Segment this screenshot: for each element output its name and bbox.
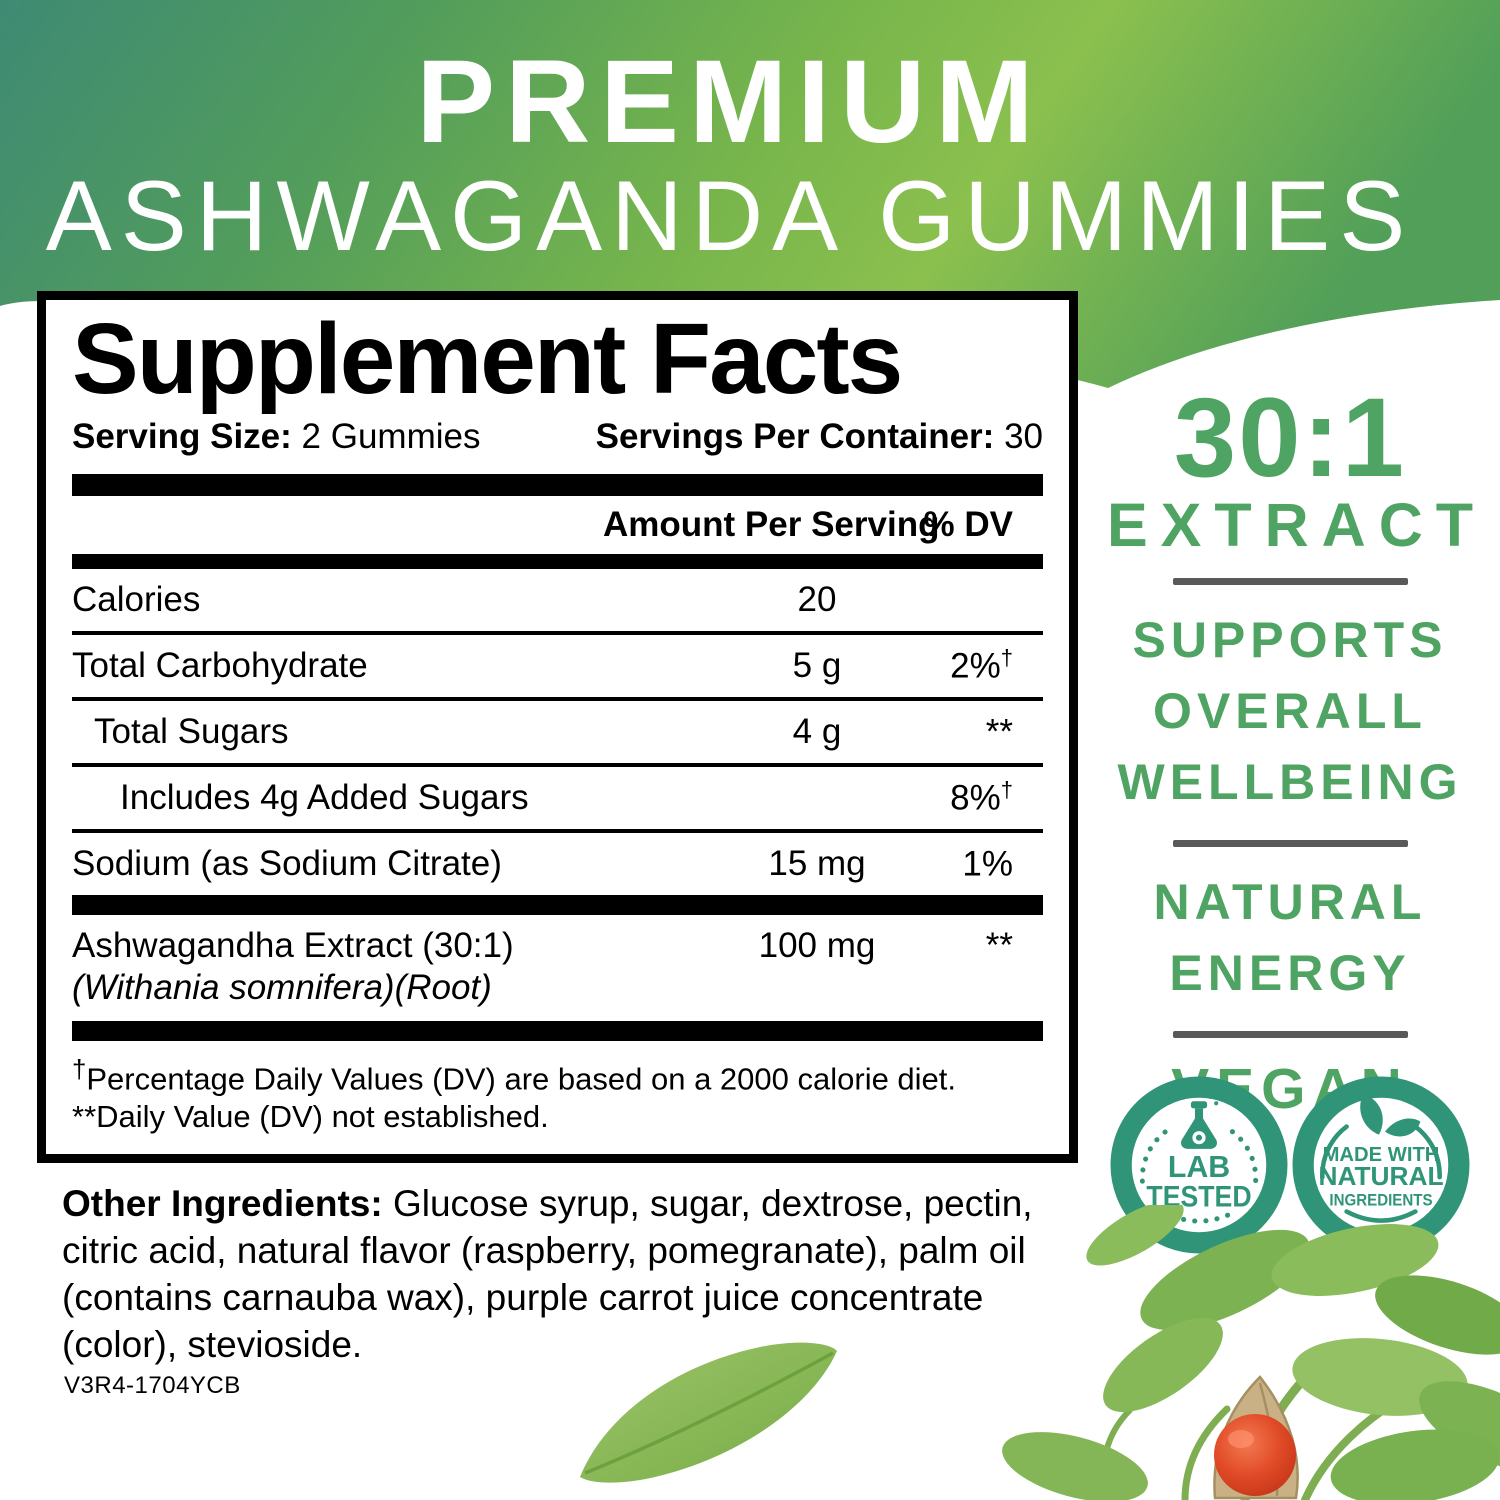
badge-lab-line-1: LAB bbox=[1168, 1151, 1230, 1184]
claim-line: NATURAL bbox=[1153, 874, 1427, 930]
table-row-ashwagandha-extract: Ashwagandha Extract (30:1) (Withania som… bbox=[72, 915, 1043, 1021]
supplement-facts-panel: Supplement Facts Serving Size: 2 Gummies… bbox=[37, 291, 1078, 1163]
servings-label: Servings Per Container: bbox=[595, 417, 995, 456]
divider bbox=[1172, 840, 1408, 847]
extract-latin-name: (Withania somnifera)(Root) bbox=[72, 968, 492, 1007]
table-header-row: Amount Per Serving % DV bbox=[72, 496, 1043, 554]
leaves-icon bbox=[1360, 1094, 1421, 1137]
other-ingredients: Other Ingredients: Glucose syrup, sugar,… bbox=[62, 1180, 1062, 1368]
amount-column-header: Amount Per Serving bbox=[603, 505, 940, 544]
claim-line: WELLBEING bbox=[1117, 754, 1463, 810]
nutrient-dv: 8%† bbox=[903, 777, 1043, 819]
claim-line: SUPPORTS bbox=[1132, 612, 1448, 668]
nutrient-name: Calories bbox=[72, 580, 201, 619]
flask-icon bbox=[1180, 1088, 1219, 1149]
nutrient-amount: 15 mg bbox=[768, 844, 866, 883]
footnote-line-1: †Percentage Daily Values (DV) are based … bbox=[72, 1051, 1043, 1098]
nutrient-amount: 4 g bbox=[792, 712, 842, 751]
other-ingredients-text: Glucose syrup, sugar, dextrose, pectin, … bbox=[62, 1183, 1033, 1365]
dv-dagger: † bbox=[1000, 645, 1013, 671]
badge-natural-line-2: NATURAL bbox=[1318, 1161, 1443, 1191]
nutrient-dv: 2%† bbox=[903, 645, 1043, 687]
product-title: PREMIUM bbox=[416, 36, 1044, 168]
nutrient-amount: 5 g bbox=[792, 646, 842, 685]
product-subtitle: ASHWAGANDA GUMMIES bbox=[45, 160, 1415, 271]
table-row-sodium: Sodium (as Sodium Citrate) 15 mg 1% bbox=[72, 833, 1043, 895]
badge-natural-line-3: INGREDIENTS bbox=[1329, 1191, 1432, 1209]
servings-value: 30 bbox=[1004, 417, 1043, 456]
thick-divider bbox=[72, 474, 1043, 496]
serving-size-value: 2 Gummies bbox=[301, 417, 481, 456]
arc-line bbox=[1320, 1124, 1442, 1223]
footnote: †Percentage Daily Values (DV) are based … bbox=[72, 1051, 1043, 1136]
nutrient-amount: 20 bbox=[797, 580, 837, 619]
dv-dagger: † bbox=[1000, 777, 1013, 803]
table-row-total-sugars: Total Sugars 4 g ** bbox=[72, 701, 1043, 767]
nutrient-amount: 100 mg bbox=[758, 926, 876, 965]
nutrient-name: Includes 4g Added Sugars bbox=[120, 778, 529, 817]
claim-line: OVERALL bbox=[1153, 683, 1427, 739]
claim-wellbeing: SUPPORTS OVERALL WELLBEING bbox=[1085, 605, 1495, 818]
dv-value: 2% bbox=[950, 646, 1001, 686]
footnote-text-1: Percentage Daily Values (DV) are based o… bbox=[86, 1061, 957, 1097]
berry bbox=[1214, 1414, 1296, 1496]
table-row-added-sugars: Includes 4g Added Sugars 8%† bbox=[72, 767, 1043, 833]
dv-column-header: % DV bbox=[923, 505, 1013, 544]
dv-value: 8% bbox=[950, 778, 1001, 818]
nutrient-name: Total Carbohydrate bbox=[72, 646, 368, 685]
extract-ratio-label: EXTRACT bbox=[1106, 491, 1487, 559]
thick-divider bbox=[72, 1021, 1043, 1041]
ashwagandha-plant-illustration bbox=[580, 1205, 1500, 1500]
servings-per-container: Servings Per Container: 30 bbox=[596, 416, 1043, 458]
nutrient-dv: ** bbox=[903, 711, 1043, 753]
nutrient-name: Sodium (as Sodium Citrate) bbox=[72, 844, 502, 883]
table-row-carbohydrate: Total Carbohydrate 5 g 2%† bbox=[72, 635, 1043, 701]
divider bbox=[1172, 578, 1408, 585]
other-ingredients-label: Other Ingredients: bbox=[62, 1183, 383, 1224]
footnote-dagger: † bbox=[72, 1056, 87, 1084]
serving-size: Serving Size: 2 Gummies bbox=[72, 416, 480, 458]
nutrient-dv: ** bbox=[985, 926, 1013, 965]
extract-name: Ashwagandha Extract (30:1) bbox=[72, 926, 514, 965]
extract-ratio: 30:1 bbox=[1173, 375, 1407, 500]
nutrient-name: Total Sugars bbox=[94, 712, 289, 751]
claim-line: ENERGY bbox=[1169, 945, 1411, 1001]
thick-divider bbox=[72, 895, 1043, 915]
serving-size-label: Serving Size: bbox=[72, 417, 292, 456]
nutrient-name: Ashwagandha Extract (30:1) (Withania som… bbox=[72, 925, 603, 1009]
dotted-arc bbox=[1139, 1129, 1259, 1224]
badge-natural-line-1: MADE WITH bbox=[1323, 1144, 1440, 1166]
leaf bbox=[1002, 1205, 1500, 1500]
dv-value: 1% bbox=[962, 844, 1013, 884]
nutrient-dv: 1% bbox=[903, 843, 1043, 885]
claim-natural-energy: NATURAL ENERGY bbox=[1085, 867, 1495, 1009]
serving-info-row: Serving Size: 2 Gummies Servings Per Con… bbox=[72, 416, 1043, 458]
dv-value: ** bbox=[985, 712, 1013, 752]
table-row-calories: Calories 20 bbox=[72, 569, 1043, 635]
footnote-line-2: **Daily Value (DV) not established. bbox=[72, 1099, 549, 1135]
claims-panel: 30:1 EXTRACT SUPPORTS OVERALL WELLBEING … bbox=[1085, 375, 1495, 1121]
thick-divider bbox=[72, 554, 1043, 569]
divider bbox=[1172, 1031, 1408, 1038]
supplement-facts-title: Supplement Facts bbox=[72, 303, 903, 415]
product-code: V3R4-1704YCB bbox=[64, 1372, 241, 1399]
